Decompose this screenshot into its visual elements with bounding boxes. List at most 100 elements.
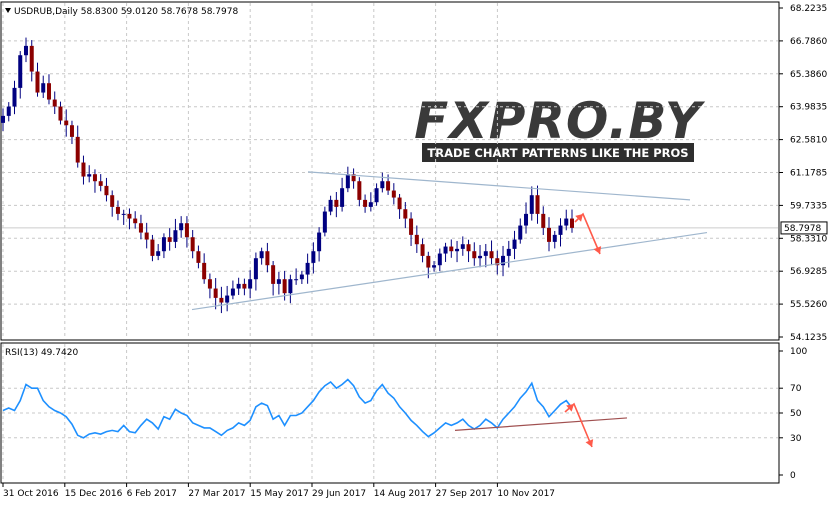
candle-body [276,279,281,284]
candle-body [345,174,350,189]
arrow-head-icon [575,214,583,222]
candle-body [541,213,546,228]
candle-body [196,251,201,263]
candle-body [409,218,414,235]
candle-body [420,244,425,256]
time-tick-label: 29 Jun 2017 [312,489,366,499]
rsi-tick-label: 30 [790,434,802,444]
candle-body [570,218,574,228]
candle-body [207,279,212,289]
price-tick-label: 61.1785 [790,169,827,179]
symbol-info: USDRUB,Daily 58.8300 59.0120 58.7678 58.… [14,7,238,17]
price-tick-label: 62.5810 [790,136,827,146]
time-tick-label: 14 Aug 2017 [374,489,432,499]
candle-body [52,99,57,107]
price-tick-label: 68.2235 [790,4,827,14]
candle-body [150,239,155,256]
candle-body [87,174,92,177]
candle-body [265,251,270,266]
candle-body [173,230,178,242]
price-tick-label: 59.7335 [790,201,827,211]
candle-body [144,232,149,240]
candle-body [558,225,563,235]
price-tick-label: 58.3310 [790,234,827,244]
time-tick-label: 15 May 2017 [250,489,309,499]
candle-body [437,253,442,266]
candle-body [104,185,109,196]
rsi-header: RSI(13) 49.7420 [5,348,78,358]
arrow-head-icon [566,404,574,412]
candle-body [6,106,11,116]
candle-body [259,251,264,259]
candle-body [230,288,235,296]
candle-body [81,162,86,177]
price-trendlines [191,171,708,311]
price-panel[interactable] [0,1,780,341]
candle-body [368,202,373,207]
rsi-axis: 100 70 50 30 0 [779,347,807,481]
candle-body [363,199,368,207]
time-tick-label: 15 Dec 2016 [65,489,123,499]
time-tick-label: 10 Nov 2017 [497,489,555,499]
candle-body [426,255,431,268]
candle-body [443,246,448,254]
symbol-header: USDRUB,Daily 58.8300 59.0120 58.7678 58.… [5,7,238,17]
time-tick-label: 27 Sep 2017 [436,489,493,499]
candle-body [501,255,506,266]
candle-body [253,258,258,280]
candle-body [455,248,460,252]
candle-body [75,136,80,163]
candle-body [18,55,23,88]
candle-body [535,195,540,214]
candle-body [98,181,103,186]
price-tick-label: 54.1235 [790,333,827,343]
rsi-support-line [454,417,628,431]
candle-body [328,199,333,212]
candle-body [529,195,534,214]
candle-body [156,251,161,256]
candle-body [403,209,408,219]
rsi-trendline [454,417,628,431]
candle-body [380,181,385,189]
candle-body [397,197,402,210]
price-axis: 68.2235 66.7860 65.3860 63.9835 62.5810 61.17… [779,4,827,343]
candle-body [391,190,396,198]
candle-body [41,83,46,93]
candle-body [483,251,488,256]
candle-body [495,258,500,266]
watermark-tagline: TRADE CHART PATTERNS LIKE THE PROS [427,146,688,160]
candle-body [334,199,339,207]
candle-body [506,248,511,256]
candle-body [69,125,74,137]
candle-body [524,213,529,226]
candle-body [547,227,552,242]
candle-body [35,71,40,93]
watermark-logo: FXPRO.BY TRADE CHART PATTERNS LIKE THE P… [414,92,705,162]
candle-body [340,188,345,207]
candle-body [242,283,247,289]
candle-body [294,279,299,281]
price-tick-label: 65.3860 [790,70,827,80]
caret-down-icon [5,8,11,13]
candle-body [121,213,126,215]
price-tick-label: 66.7860 [790,37,827,47]
candle-body [282,279,287,294]
price-grid [2,3,778,482]
candle-body [512,239,517,249]
candle-body [299,274,304,280]
candle-body [190,237,195,252]
candle-body [472,251,477,259]
candle-body [489,251,494,259]
candle-body [213,288,218,298]
candle-body [466,244,471,252]
rsi-tick-label: 100 [790,347,807,357]
rsi-tick-label: 50 [790,409,802,419]
upper-trendline [307,171,691,201]
time-tick-label: 6 Feb 2017 [127,489,177,499]
candle-body [271,265,276,284]
time-axis: 31 Oct 2016 15 Dec 2016 6 Feb 2017 27 Mar 2… [2,483,555,499]
candle-body [351,174,356,182]
rsi-tick-label: 0 [790,471,796,481]
candle-body [219,297,224,303]
